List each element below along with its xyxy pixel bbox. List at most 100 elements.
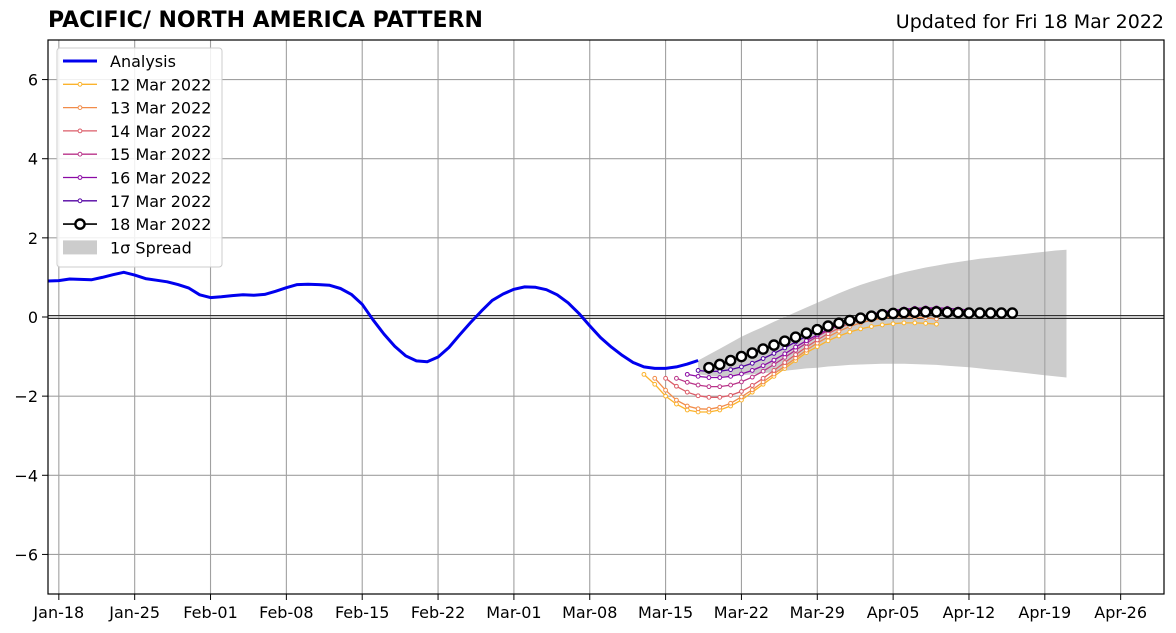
forecast-marker: [941, 306, 954, 319]
forecast-marker: [695, 393, 701, 399]
legend-label: 14 Mar 2022: [110, 122, 211, 141]
forecast-marker: [684, 389, 690, 395]
legend-swatch-marker: [77, 175, 83, 180]
forecast-marker: [908, 306, 921, 319]
legend-swatch-marker: [77, 128, 83, 134]
forecast-series: [641, 320, 939, 415]
forecast-marker: [703, 361, 715, 374]
x-tick-label: Feb-01: [183, 603, 237, 622]
forecast-marker: [858, 326, 864, 332]
x-tick-label: Mar-15: [638, 603, 693, 622]
forecast-marker: [919, 306, 932, 318]
forecast-marker: [749, 383, 755, 388]
forecast-marker: [804, 344, 809, 350]
forecast-marker: [793, 344, 799, 350]
forecast-marker: [706, 375, 712, 380]
legend-swatch: [63, 240, 97, 255]
forecast-marker: [641, 371, 647, 377]
forecast-marker: [717, 375, 723, 380]
forecast-marker: [706, 384, 712, 390]
legend-swatch-marker: [77, 151, 83, 157]
forecast-marker: [984, 307, 997, 319]
forecast-marker: [760, 363, 766, 369]
forecast-marker: [695, 368, 701, 373]
forecast-marker: [934, 321, 939, 327]
forecast-marker: [811, 323, 824, 336]
y-tick-label: 4: [28, 150, 38, 169]
y-tick-label: −4: [14, 466, 38, 485]
forecast-marker: [974, 307, 986, 319]
legend-label: Analysis: [110, 52, 176, 71]
forecast-marker: [963, 307, 975, 319]
legend-label: 16 Mar 2022: [110, 169, 211, 188]
x-tick-label: Apr-12: [943, 603, 996, 622]
y-tick-label: −2: [14, 387, 38, 406]
legend-swatch-marker: [77, 105, 83, 110]
analysis-line: [48, 270, 699, 370]
x-tick-label: Feb-15: [335, 603, 389, 622]
forecast-marker: [684, 407, 690, 413]
forecast-marker: [717, 404, 723, 410]
forecast-marker: [876, 308, 889, 321]
forecast-marker: [923, 320, 929, 326]
forecast-marker: [760, 375, 766, 381]
forecast-marker: [836, 333, 842, 339]
forecast-marker: [684, 371, 690, 377]
forecast-marker: [825, 338, 831, 344]
forecast-marker: [695, 382, 701, 388]
forecast-marker: [739, 371, 744, 377]
forecast-marker: [746, 347, 759, 359]
forecast-marker: [728, 373, 734, 379]
forecast-marker: [739, 379, 744, 385]
x-tick-label: Mar-29: [790, 603, 845, 622]
chart-title: PACIFIC/ NORTH AMERICA PATTERN: [48, 8, 483, 33]
legend-swatch-marker: [77, 198, 83, 204]
forecast-series: [703, 306, 1019, 374]
forecast-marker: [995, 307, 1008, 319]
forecast-marker: [663, 387, 668, 393]
forecast-marker: [739, 388, 744, 394]
forecast-marker: [663, 375, 668, 381]
forecast-marker: [930, 306, 943, 318]
forecast-marker: [847, 329, 853, 335]
x-tick-label: Jan-18: [32, 603, 84, 622]
y-tick-label: 2: [28, 229, 38, 248]
forecast-marker: [952, 306, 964, 319]
forecast-marker: [760, 356, 766, 361]
forecast-marker: [865, 310, 878, 323]
forecast-marker: [843, 314, 856, 327]
forecast-marker: [706, 406, 712, 412]
forecast-marker: [898, 306, 910, 319]
forecast-marker: [879, 322, 885, 328]
legend: Analysis 12 Mar 2022 13 Mar 2022 14 Mar 202…: [56, 47, 223, 268]
x-tick-label: Mar-08: [562, 603, 617, 622]
y-tick-label: −6: [14, 545, 38, 564]
forecast-marker: [782, 351, 788, 357]
forecast-marker: [793, 352, 799, 357]
forecast-marker: [735, 350, 748, 363]
forecast-marker: [695, 373, 701, 379]
forecast-marker: [684, 379, 690, 385]
y-tick-label: 6: [28, 71, 38, 90]
forecast-marker: [901, 320, 907, 326]
legend-swatch-marker: [74, 218, 86, 230]
forecast-marker: [760, 368, 766, 374]
forecast-marker: [782, 360, 788, 365]
forecast-marker: [674, 383, 679, 389]
forecast-marker: [778, 335, 791, 347]
forecast-marker: [771, 351, 777, 356]
forecast-marker: [728, 367, 734, 373]
forecast-marker: [652, 381, 658, 387]
y-tick-label: 0: [28, 308, 38, 327]
forecast-marker: [728, 392, 734, 398]
updated-date: Updated for Fri 18 Mar 2022: [895, 11, 1164, 33]
legend-box: [56, 47, 223, 268]
x-tick-label: Mar-22: [714, 603, 769, 622]
forecast-marker: [713, 358, 726, 371]
forecast-marker: [771, 357, 777, 363]
x-tick-label: Apr-05: [867, 603, 920, 622]
forecast-marker: [739, 364, 744, 370]
forecast-marker: [768, 339, 780, 351]
forecast-marker: [663, 393, 668, 399]
forecast-marker: [890, 321, 896, 327]
